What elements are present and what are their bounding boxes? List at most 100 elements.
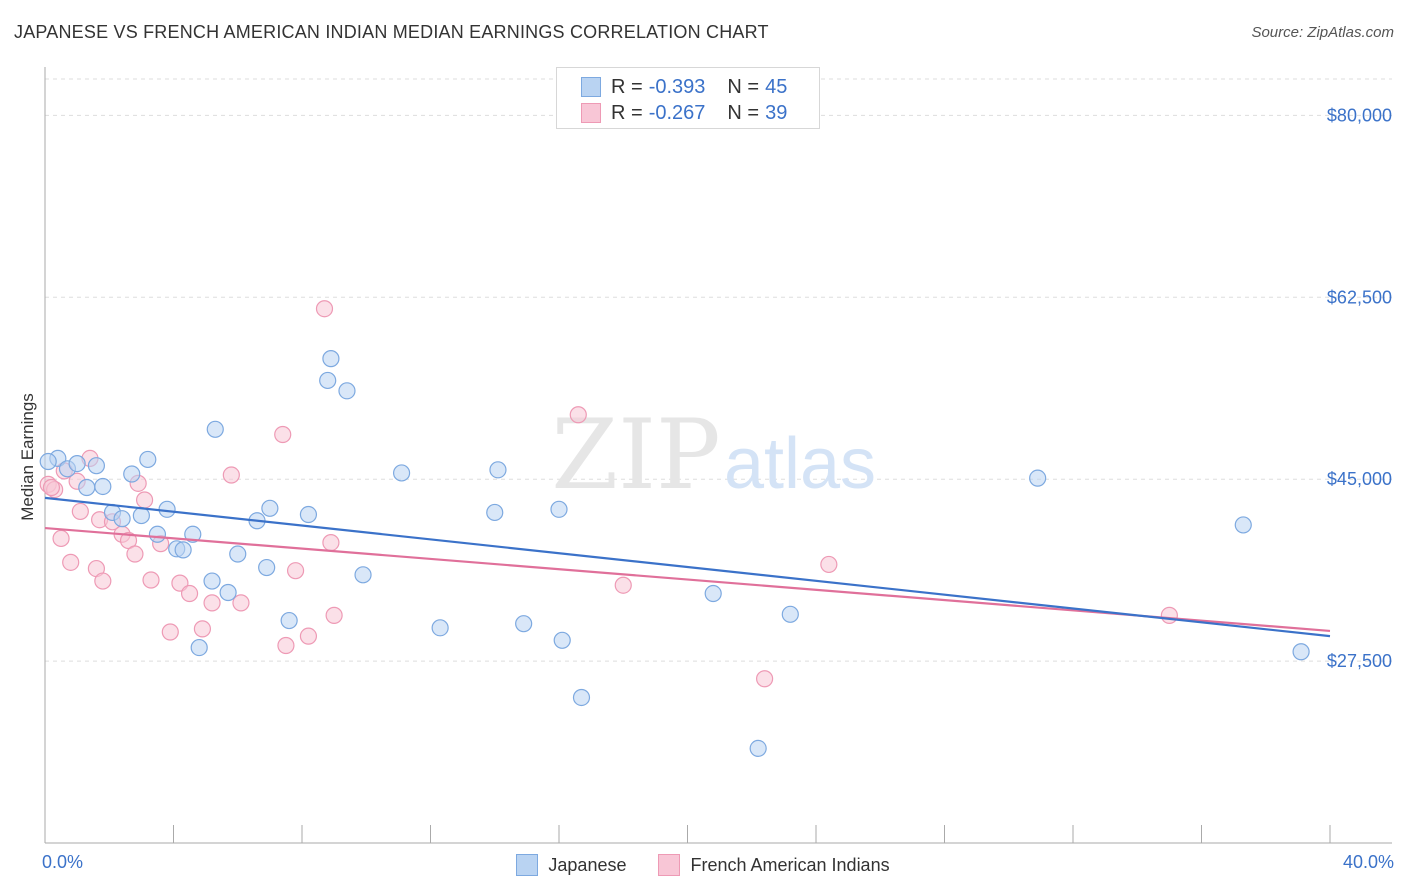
japanese-legend-label: Japanese: [548, 854, 627, 875]
japanese-point: [781, 605, 799, 623]
r-value: -0.393: [648, 75, 706, 98]
japanese-point: [553, 631, 571, 649]
chart-title: JAPANESE VS FRENCH AMERICAN INDIAN MEDIA…: [14, 22, 769, 42]
french-point: [274, 425, 292, 444]
french-point: [222, 466, 240, 484]
x-tick-label-max: 40.0%: [1342, 852, 1394, 872]
french-point: [232, 594, 250, 612]
french-point: [569, 406, 587, 424]
japanese-point: [113, 510, 131, 528]
french-point: [315, 300, 334, 318]
japanese-point: [749, 739, 767, 758]
japanese-point: [78, 478, 96, 497]
french-legend-swatch: [658, 854, 681, 876]
french-point: [135, 491, 154, 509]
x-tick-label-min: 0.0%: [42, 852, 84, 872]
japanese-point: [94, 477, 112, 496]
legend-row-japanese: R = -0.393 N = 45: [581, 75, 787, 99]
n-label: N =: [727, 101, 760, 124]
french-point: [62, 553, 80, 571]
japanese-point: [704, 584, 722, 603]
french-point: [322, 533, 340, 552]
french-point: [286, 562, 305, 580]
watermark: ZIP atlas: [551, 399, 876, 511]
n-label: N =: [727, 75, 760, 98]
french-legend-label: French American Indians: [690, 854, 890, 875]
r-label: R =: [611, 101, 643, 124]
japanese-point: [515, 615, 533, 633]
japanese-point: [39, 452, 57, 471]
japanese-point: [258, 558, 276, 577]
y-tick-label: $80,000: [1327, 105, 1392, 125]
legend-row-french: R = -0.267 N = 39: [581, 101, 787, 125]
french-point: [126, 545, 144, 563]
japanese-point: [190, 638, 208, 657]
japanese-points: [39, 350, 1310, 758]
japanese-point: [1029, 469, 1047, 487]
correlation-legend: R = -0.393 N = 45 R = -0.267 N = 39: [556, 67, 820, 129]
japanese-point: [1234, 516, 1252, 534]
french-point: [299, 627, 318, 645]
japanese-point: [322, 350, 340, 368]
japanese-point: [203, 572, 221, 590]
y-tick-label: $62,500: [1327, 287, 1392, 307]
legend-item-japanese: Japanese: [516, 854, 626, 876]
r-label: R =: [611, 75, 643, 98]
japanese-point: [229, 545, 247, 563]
french-point: [94, 572, 112, 590]
french-point: [820, 555, 838, 574]
french-point: [755, 670, 774, 688]
japanese-point: [219, 583, 237, 602]
french-swatch: [581, 103, 601, 123]
y-tick-label: $27,500: [1327, 651, 1392, 671]
japanese-point: [174, 541, 192, 559]
japanese-point: [280, 611, 298, 630]
japanese-point: [1292, 643, 1310, 661]
japanese-legend-swatch: [516, 854, 539, 876]
french-point: [142, 571, 160, 589]
japanese-point: [431, 619, 449, 637]
french-point: [193, 620, 212, 638]
japanese-point: [572, 688, 591, 707]
french-point: [52, 529, 70, 548]
japanese-point: [68, 454, 86, 473]
trend-lines: [44, 496, 1331, 638]
y-tick-labels: $27,500 $45,000 $62,500 $80,000: [1327, 105, 1392, 671]
japanese-point: [486, 503, 504, 522]
japanese-point: [184, 525, 202, 543]
japanese-point: [392, 464, 411, 482]
french-point: [203, 594, 221, 612]
japanese-point: [148, 525, 167, 543]
series-legend: Japanese French American Indians: [0, 851, 1406, 879]
french-point: [277, 636, 295, 655]
french-point: [614, 576, 632, 594]
n-value: 39: [765, 101, 788, 124]
source-label: Source: ZipAtlas.com: [1251, 24, 1394, 41]
grid-lines: [45, 78, 1392, 662]
japanese-point: [139, 450, 157, 469]
french-point: [1160, 606, 1178, 624]
japanese-swatch: [581, 77, 601, 97]
watermark-atlas: atlas: [724, 424, 876, 504]
japanese-point: [338, 382, 356, 400]
japanese-point: [261, 499, 279, 517]
japanese-point: [319, 371, 337, 390]
french-point: [71, 502, 89, 521]
japanese-point: [206, 420, 224, 438]
japanese-point: [123, 465, 141, 483]
japanese-point: [87, 457, 106, 475]
french-point: [42, 478, 61, 497]
n-value: 45: [765, 75, 788, 98]
japanese-point: [354, 566, 372, 584]
japanese-point: [299, 505, 318, 524]
legend-item-french: French American Indians: [658, 854, 890, 876]
y-tick-label: $45,000: [1327, 469, 1392, 489]
japanese-point: [550, 500, 568, 518]
japanese-trend-line: [44, 496, 1331, 638]
r-value: -0.267: [648, 101, 706, 124]
french-point: [325, 606, 343, 624]
french-point: [180, 584, 199, 603]
french-point: [161, 623, 179, 641]
japanese-point: [489, 461, 507, 479]
